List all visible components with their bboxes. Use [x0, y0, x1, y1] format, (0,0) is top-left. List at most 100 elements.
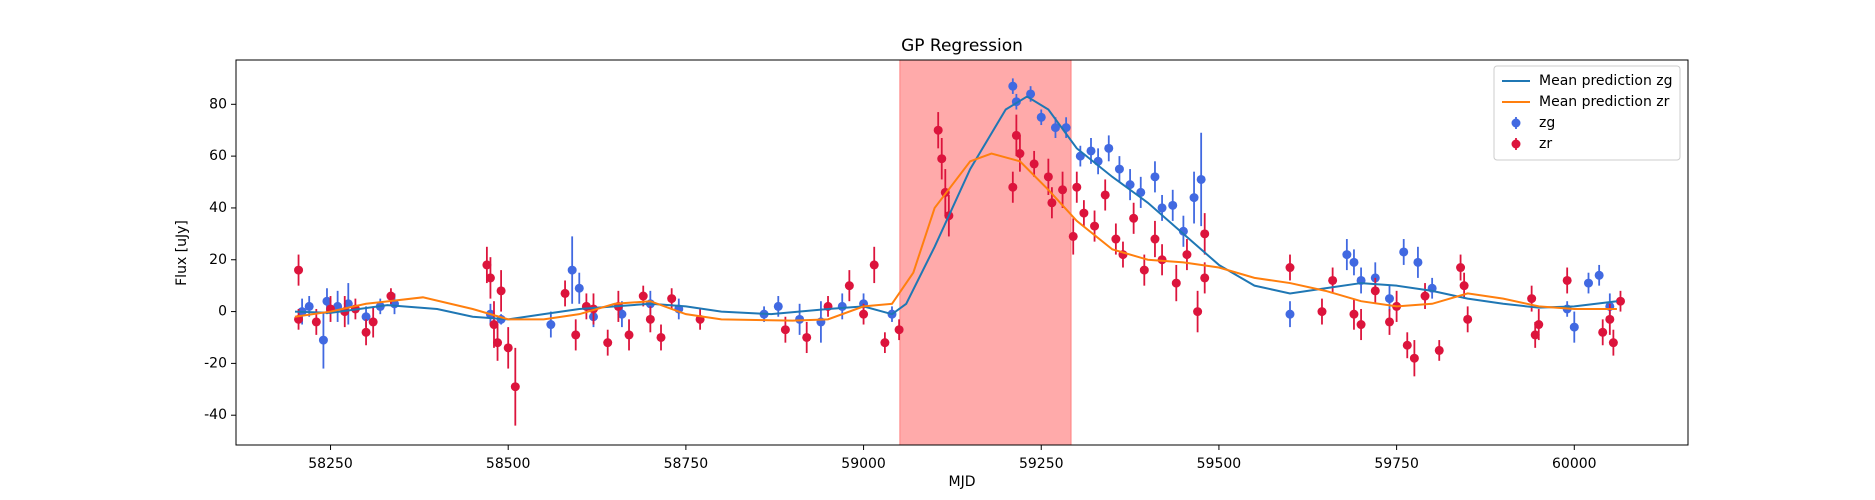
data-point	[1409, 353, 1419, 363]
data-point	[1399, 247, 1409, 257]
data-point	[493, 338, 503, 348]
mean-line	[294, 152, 1617, 322]
data-point	[1349, 257, 1359, 267]
data-point	[894, 325, 904, 335]
data-point	[1189, 193, 1199, 203]
data-point	[802, 332, 812, 342]
legend-label: Mean prediction zg	[1539, 73, 1673, 89]
data-point	[1349, 309, 1359, 319]
data-point	[1050, 123, 1060, 133]
data-point	[1527, 294, 1537, 304]
y-tick-label: -40	[204, 407, 227, 423]
data-point	[1168, 200, 1178, 210]
x-tick-label: 58250	[308, 456, 353, 472]
data-point	[1150, 234, 1160, 244]
data-point	[386, 291, 396, 301]
data-point	[1072, 182, 1082, 192]
data-point	[574, 283, 584, 293]
data-point	[1370, 286, 1380, 296]
legend-swatch	[1511, 139, 1521, 149]
data-point	[1125, 180, 1135, 190]
data-point	[1534, 320, 1544, 330]
data-point	[503, 343, 513, 353]
data-point	[1182, 250, 1192, 260]
data-point	[294, 265, 304, 275]
data-point	[567, 265, 577, 275]
data-point	[343, 299, 353, 309]
data-point	[1136, 187, 1146, 197]
data-point	[1328, 275, 1338, 285]
x-tick-label: 58750	[664, 456, 709, 472]
data-point	[1008, 182, 1018, 192]
y-tick-label: 40	[209, 200, 227, 216]
data-point	[645, 314, 655, 324]
data-point	[1285, 263, 1295, 273]
data-point	[667, 294, 677, 304]
data-point	[1456, 263, 1466, 273]
data-point	[844, 281, 854, 291]
legend: Mean prediction zg Mean prediction zr zg zr	[1493, 65, 1681, 161]
data-point	[937, 154, 947, 164]
data-point	[869, 260, 879, 270]
data-point	[546, 320, 556, 330]
chart-title: GP Regression	[901, 36, 1023, 56]
data-point	[1420, 291, 1430, 301]
data-point	[485, 273, 495, 283]
data-point	[1011, 130, 1021, 140]
data-point	[1569, 322, 1579, 332]
data-point	[361, 327, 371, 337]
shaded-region	[899, 59, 1072, 446]
data-point	[1008, 81, 1018, 91]
legend-box	[1493, 65, 1681, 161]
data-point	[1178, 226, 1188, 236]
data-point	[624, 330, 634, 340]
data-point	[1129, 213, 1139, 223]
data-point	[1100, 190, 1110, 200]
x-tick-label: 59500	[1197, 456, 1242, 472]
data-point	[1036, 112, 1046, 122]
data-point	[1139, 265, 1149, 275]
data-point	[322, 296, 332, 306]
x-axis-label: MJD	[949, 474, 976, 490]
data-point	[1111, 234, 1121, 244]
data-point	[1384, 294, 1394, 304]
legend-label: zg	[1539, 115, 1555, 131]
data-point	[1015, 149, 1025, 159]
y-tick-label: 60	[209, 148, 227, 164]
data-point	[1583, 278, 1593, 288]
x-tick-label: 58500	[486, 456, 531, 472]
data-point	[1200, 273, 1210, 283]
data-point	[1384, 317, 1394, 327]
data-point	[496, 286, 506, 296]
y-axis-label: Flux [uJy]	[174, 220, 190, 286]
data-point	[780, 325, 790, 335]
data-point	[1608, 338, 1618, 348]
data-point	[1090, 221, 1100, 231]
data-point	[1079, 208, 1089, 218]
data-point	[311, 317, 321, 327]
data-point	[1317, 307, 1327, 317]
data-point	[656, 332, 666, 342]
data-point	[1196, 174, 1206, 184]
data-point	[1047, 198, 1057, 208]
data-point	[1463, 314, 1473, 324]
data-point	[1434, 345, 1444, 355]
data-point	[933, 125, 943, 135]
data-point	[482, 260, 492, 270]
data-point	[603, 338, 613, 348]
data-point	[368, 317, 378, 327]
x-tick-label: 59250	[1019, 456, 1064, 472]
data-point	[489, 320, 499, 330]
data-point	[1530, 330, 1540, 340]
data-point	[304, 301, 314, 311]
data-point	[1615, 296, 1625, 306]
y-tick-label: 0	[218, 304, 227, 320]
data-point	[1058, 185, 1068, 195]
data-point	[795, 314, 805, 324]
x-tick-label: 59750	[1374, 456, 1419, 472]
data-point	[1171, 278, 1181, 288]
data-point	[1342, 250, 1352, 260]
data-point	[1605, 314, 1615, 324]
data-point	[1193, 307, 1203, 317]
